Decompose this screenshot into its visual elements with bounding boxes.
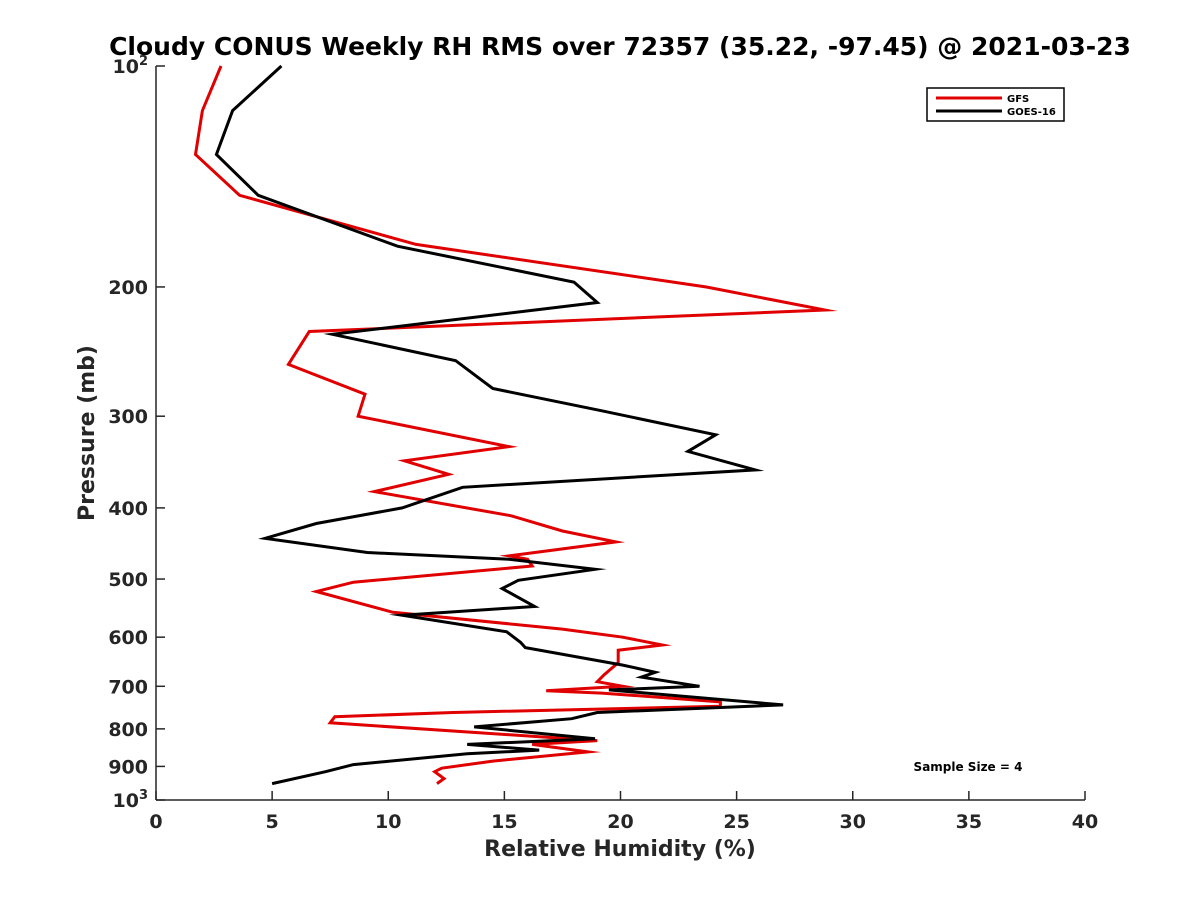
series-line-gfs [193,65,838,785]
y-tick-label: 200 [108,277,148,299]
legend-entry-label: GFS [1007,94,1029,105]
x-tick-label: 35 [956,811,982,833]
y-tick-label: 400 [108,498,148,520]
chart-title: Cloudy CONUS Weekly RH RMS over 72357 (3… [109,32,1131,61]
x-tick-label: 40 [1072,811,1098,833]
legend: GFS GOES-16 [926,87,1065,122]
sample-size-annotation: Sample Size = 4 [914,760,1023,774]
x-tick-label: 5 [266,811,279,833]
y-tick-label: 300 [108,406,148,428]
y-axis-label: Pressure (mb) [75,345,100,521]
y-tick-label: 700 [108,676,148,698]
plot-area: 0 5 10 15 20 25 30 35 40102200300400500600700800… [108,54,1098,833]
x-tick-label: 0 [149,811,162,833]
x-tick-label: 20 [607,811,633,833]
y-tick-label: 600 [108,627,148,649]
x-tick-label: 25 [723,811,749,833]
x-axis-label: Relative Humidity (%) [484,837,756,862]
y-tick-label: 900 [108,756,148,778]
y-tick-label: 800 [108,719,148,741]
legend-entry-label: GOES-16 [1007,107,1056,118]
y-tick-label: 500 [108,569,148,591]
x-tick-label: 30 [840,811,866,833]
x-tick-label: 10 [375,811,401,833]
legend-box [926,87,1065,122]
x-tick-label: 15 [491,811,517,833]
series-line-goes-16 [214,64,784,786]
